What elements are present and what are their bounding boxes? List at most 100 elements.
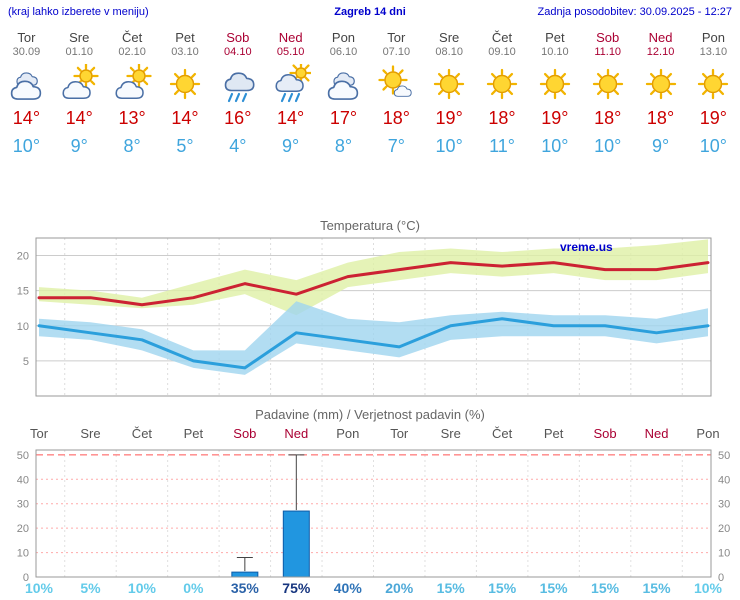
precip-probability: 5% [80, 580, 101, 596]
precip-probability: 15% [591, 580, 620, 596]
low-temp: 10° [12, 136, 41, 156]
low-temp: 4° [229, 136, 247, 156]
low-temp: 10° [541, 136, 569, 156]
svg-text:50: 50 [17, 450, 29, 462]
low-temp: 8° [123, 136, 141, 156]
cloudy-icon [323, 64, 363, 104]
day-column: Pon 13.10 19° 10° [687, 30, 740, 157]
day-date: 02.10 [118, 46, 146, 58]
precip-probability: 15% [539, 580, 568, 596]
low-temp: 9° [651, 136, 670, 156]
day-name: Pet [175, 30, 195, 45]
precip-day-label: Sob [593, 426, 617, 441]
svg-text:40: 40 [718, 474, 730, 486]
day-date: 10.10 [541, 46, 569, 58]
day-column: Ned 05.10 14° 9° [264, 30, 317, 157]
temperature-chart-title: Temperatura (°C) [320, 218, 420, 233]
rain-icon [218, 64, 258, 104]
day-date: 30.09 [12, 46, 41, 58]
day-name: Pet [545, 30, 565, 45]
day-name: Ned [278, 30, 303, 45]
day-name: Ned [648, 30, 673, 45]
svg-text:10: 10 [17, 321, 29, 333]
location-menu-hint: (kraj lahko izberete v meniju) [8, 6, 149, 18]
high-temp: 18° [488, 108, 516, 128]
partly-cloudy-icon [112, 63, 152, 104]
svg-text:30: 30 [17, 499, 29, 511]
sunny-icon [535, 64, 575, 104]
precip-probability: 15% [436, 580, 465, 596]
precipitation-chart-title: Padavine (mm) / Verjetnost padavin (%) [255, 407, 485, 422]
rain-sun-icon [271, 61, 313, 104]
sunny-icon [588, 64, 628, 104]
precipitation-chart: 0 0 10 10 20 20 30 30 40 40 50 50 [17, 449, 730, 584]
svg-text:0: 0 [718, 572, 724, 584]
precip-day-label: Tor [29, 426, 49, 441]
day-date: 06.10 [329, 46, 358, 58]
svg-text:10: 10 [17, 548, 29, 560]
day-column: Ned 12.10 18° 9° [634, 30, 687, 157]
precip-day-label: Pet [183, 426, 204, 441]
day-date: 07.10 [382, 46, 411, 58]
svg-text:50: 50 [718, 450, 730, 462]
high-temp: 17° [329, 108, 358, 128]
mostly-sunny-icon [376, 64, 416, 104]
page-title: Zagreb 14 dni [334, 6, 406, 18]
last-updated: Zadnja posodobitev: 30.09.2025 - 12:27 [537, 6, 732, 18]
svg-text:10: 10 [718, 548, 730, 560]
day-column: Sob 11.10 18° 10° [581, 30, 634, 157]
day-column: Pon 06.10 17° 8° [317, 30, 370, 157]
precip-day-label: Pon [336, 426, 360, 441]
low-temp: 10° [699, 136, 727, 156]
svg-text:30: 30 [718, 499, 730, 511]
forecast-strip: Tor 30.09 14° 10° Sre 01.10 14° 9° Čet 02.10 13° 8°… [0, 30, 740, 157]
svg-text:40: 40 [17, 474, 29, 486]
partly-cloudy-icon [59, 63, 99, 104]
high-temp: 14° [171, 108, 199, 128]
day-date: 09.10 [488, 46, 516, 58]
day-name: Pon [701, 30, 725, 45]
svg-text:5: 5 [23, 356, 29, 368]
precip-day-label: Sob [233, 426, 257, 441]
sunny-icon [693, 64, 733, 104]
precip-day-label: Čet [492, 426, 513, 441]
day-date: 12.10 [646, 46, 675, 58]
day-column: Pet 03.10 14° 5° [159, 30, 212, 157]
day-date: 11.10 [594, 46, 622, 58]
low-temp: 10° [435, 136, 463, 156]
day-name: Čet [121, 30, 143, 45]
precip-probability: 15% [642, 580, 671, 596]
svg-text:20: 20 [718, 523, 730, 535]
day-column: Tor 30.09 14° 10° [0, 30, 53, 157]
day-name: Sob [596, 30, 620, 45]
day-date: 08.10 [435, 46, 463, 58]
precip-day-label: Ned [284, 426, 309, 441]
high-temp: 19° [541, 108, 569, 128]
precip-day-label: Ned [644, 426, 669, 441]
temperature-chart: 5 10 15 20 [17, 237, 712, 397]
day-date: 03.10 [171, 46, 199, 58]
high-temp: 18° [594, 108, 622, 128]
high-temp: 19° [435, 108, 463, 128]
high-temp: 14° [65, 108, 93, 128]
precip-day-label: Pet [543, 426, 564, 441]
watermark-link[interactable]: vreme.us [560, 240, 613, 254]
precip-probability: 0% [183, 580, 204, 596]
high-temp: 14° [12, 108, 41, 128]
precip-day-label: Pon [696, 426, 720, 441]
low-temp: 10° [594, 136, 622, 156]
sunny-icon [482, 64, 522, 104]
day-name: Čet [491, 30, 513, 45]
svg-text:20: 20 [17, 251, 29, 263]
sunny-icon [165, 64, 205, 104]
precip-probability: 75% [282, 580, 311, 596]
low-temp: 5° [176, 136, 194, 156]
high-temp: 16° [224, 108, 252, 128]
day-column: Čet 02.10 13° 8° [106, 30, 159, 157]
sunny-icon [429, 64, 469, 104]
day-date: 13.10 [699, 46, 728, 58]
low-temp: 11° [489, 136, 515, 156]
low-temp: 8° [334, 136, 353, 156]
precip-probability: 35% [230, 580, 259, 596]
